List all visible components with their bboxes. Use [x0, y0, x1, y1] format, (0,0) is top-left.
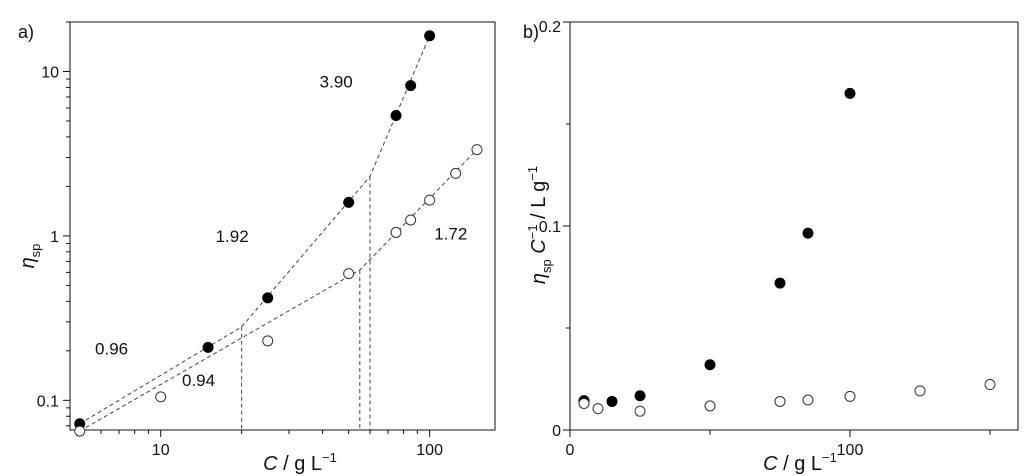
data-point-filled: [704, 359, 716, 371]
y-tick-label: 0.1: [37, 393, 59, 410]
x-tick-label: 10: [152, 442, 170, 459]
data-point-open: [774, 395, 786, 407]
data-point-filled: [424, 30, 436, 42]
data-point-open: [424, 194, 436, 206]
panel-a-plot-frame: [69, 21, 496, 431]
fit-line-open: [79, 149, 478, 432]
panel-b-y-exp2: −1: [525, 166, 540, 181]
panel-a-tick-labels: 10 100 0.1 1 10: [37, 64, 443, 459]
y-tick-label: 1: [50, 229, 59, 246]
data-point-filled: [343, 196, 355, 208]
panel-a-fit-lines: [79, 35, 478, 432]
panel-a-label: a): [18, 22, 34, 42]
panel-b-x-exp: −1: [822, 450, 837, 465]
panel-a-y-sub: sp: [28, 244, 43, 258]
panel-a-x-axis-label: C / g L−1: [263, 450, 337, 475]
data-point-open: [914, 385, 926, 397]
panel-b-y-axis-label: ηsp C−1 / L g−1: [525, 166, 554, 284]
panel-a-x-symbol: C: [263, 453, 278, 475]
data-point-filled: [802, 227, 814, 239]
data-point-open: [844, 390, 856, 402]
y-tick-label: 10: [41, 64, 59, 81]
panel-a-guide-lines: [241, 176, 371, 430]
data-point-open: [74, 425, 86, 437]
panel-b-x-symbol: C: [763, 453, 778, 475]
panel-a-x-exp: −1: [322, 450, 337, 465]
data-point-open: [802, 394, 814, 406]
data-point-filled: [202, 341, 214, 353]
panel-b-points: [578, 87, 996, 417]
slope-annotation: 0.96: [95, 339, 128, 358]
panel-a-y-axis-label: ηsp: [17, 244, 43, 269]
panel-a-x-units: / g L: [278, 453, 322, 475]
panel-b-y-sub: sp: [539, 259, 554, 273]
data-point-open: [592, 403, 604, 415]
slope-annotation: 0.94: [182, 371, 215, 390]
panel-b-x-axis-label: C / g L−1: [763, 450, 837, 475]
data-point-open: [984, 379, 996, 391]
data-point-open: [704, 400, 716, 412]
data-point-open: [262, 335, 274, 347]
data-point-filled: [774, 277, 786, 289]
panel-b-y-exp1: −1: [525, 224, 540, 239]
panel-a-points: [74, 30, 483, 437]
panel-b-y-symbol: η: [528, 273, 550, 284]
data-point-open: [155, 391, 167, 403]
slope-annotation: 3.90: [320, 72, 353, 91]
y-tick-label: 0.2: [539, 19, 561, 36]
data-point-open: [390, 226, 402, 238]
y-tick-label: 0.1: [539, 219, 561, 236]
panel-b-ticks: [563, 21, 991, 437]
data-point-filled: [390, 109, 402, 121]
x-tick-label: 100: [837, 442, 864, 459]
data-point-open: [471, 144, 483, 156]
data-point-filled: [606, 395, 618, 407]
data-point-filled: [262, 292, 274, 304]
panel-a-annotations: 3.90 1.92 1.72 0.96 0.94: [95, 72, 467, 390]
x-tick-label: 0: [566, 442, 575, 459]
fit-line-filled: [79, 35, 431, 425]
slope-annotation: 1.92: [216, 227, 249, 246]
panel-a-ticks: [63, 21, 431, 437]
x-tick-label: 100: [416, 442, 443, 459]
y-tick-label: 0: [552, 423, 561, 440]
data-point-open: [634, 405, 646, 417]
data-point-open: [405, 214, 417, 226]
panel-b-plot-frame: [569, 21, 1019, 431]
slope-annotation: 1.72: [434, 225, 467, 244]
panel-b-y-units: / L g: [528, 181, 550, 225]
panel-b-y-c: C: [528, 239, 550, 260]
panel-b-label: b): [523, 22, 539, 42]
panel-b-tick-labels: 0 100 0 0.1 0.2: [539, 19, 864, 459]
data-point-filled: [844, 87, 856, 99]
data-point-open: [450, 167, 462, 179]
panel-b-x-units: / g L: [778, 453, 822, 475]
data-point-filled: [634, 390, 646, 402]
data-point-open: [343, 268, 355, 280]
data-point-filled: [405, 80, 417, 92]
data-point-open: [578, 397, 590, 409]
panel-a-y-symbol: η: [17, 257, 39, 268]
panel-a: a) 10 100 0.1 1 10 3.90 1.92 1.72 0.96 0.94 C / …: [17, 21, 496, 475]
